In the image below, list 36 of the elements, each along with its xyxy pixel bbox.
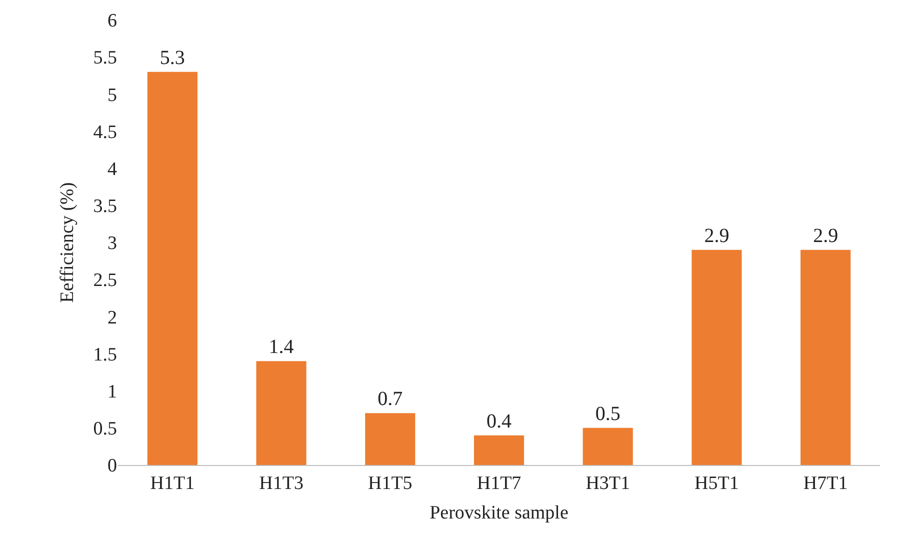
x-tick-label: H1T5 — [368, 472, 412, 494]
data-label: 0.5 — [595, 402, 620, 425]
y-tick-label: 2.5 — [93, 270, 117, 292]
data-label: 2.9 — [813, 224, 838, 247]
y-tick-label: 0.5 — [93, 418, 117, 440]
y-axis-title: Eefficiency (%) — [57, 182, 78, 303]
bar — [692, 250, 742, 465]
data-label: 0.4 — [486, 410, 512, 432]
y-tick-label: 5 — [108, 84, 117, 106]
data-label: 1.4 — [268, 336, 294, 358]
y-tick-label: 6 — [108, 10, 117, 32]
bar — [147, 72, 198, 465]
y-tick-label: 0 — [108, 456, 117, 477]
data-label: 5.3 — [160, 46, 185, 69]
bar — [582, 428, 633, 465]
x-tick-label: H1T1 — [150, 472, 195, 494]
bar — [256, 361, 306, 465]
y-tick-label: 4.5 — [93, 122, 117, 143]
y-tick-label: 3.5 — [93, 196, 117, 218]
x-tick-label: H7T1 — [803, 472, 848, 494]
y-tick-label: 2 — [108, 307, 117, 328]
x-tick-label: H5T1 — [694, 472, 739, 494]
bar — [800, 250, 851, 465]
data-label: 2.9 — [704, 224, 730, 247]
x-tick-label: H1T3 — [259, 472, 304, 494]
bar — [365, 413, 416, 465]
x-tick-label: H3T1 — [586, 472, 630, 494]
data-label: 0.7 — [378, 388, 403, 410]
x-axis-title: Perovskite sample — [430, 502, 568, 524]
y-tick-label: 3 — [108, 233, 117, 254]
y-tick-label: 1 — [108, 381, 117, 402]
bar — [474, 435, 524, 465]
y-tick-label: 5.5 — [93, 48, 117, 69]
x-tick-label: H1T7 — [476, 472, 522, 494]
y-tick-label: 1.5 — [93, 344, 117, 366]
y-tick-label: 4 — [108, 158, 118, 180]
